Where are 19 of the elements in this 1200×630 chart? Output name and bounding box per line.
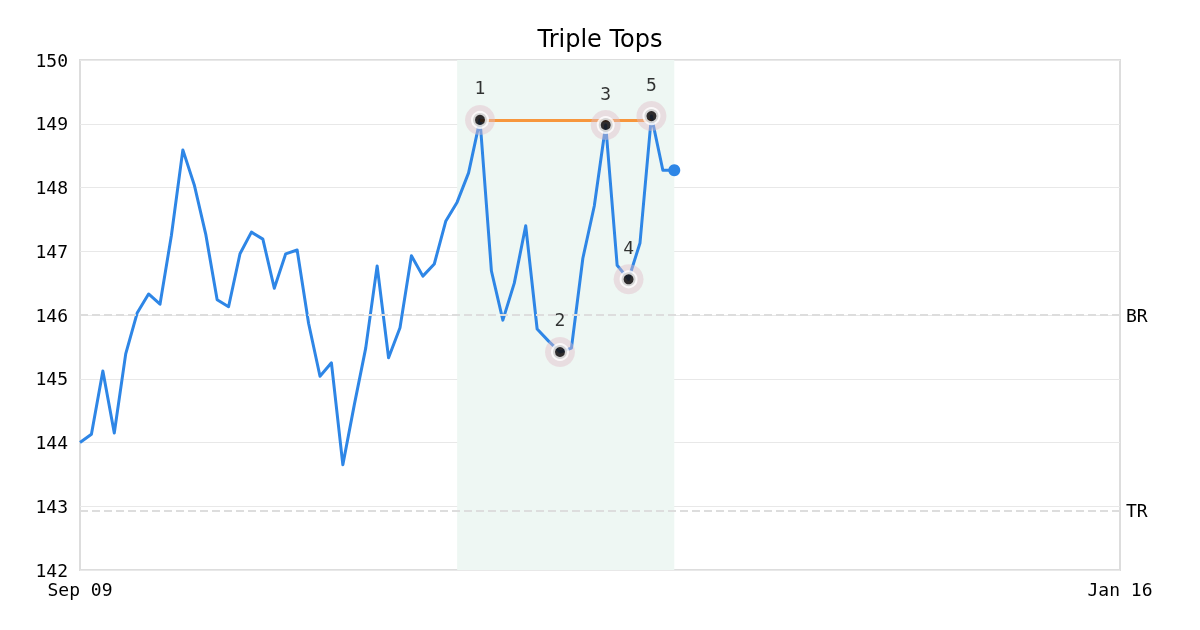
y-tick-label: 144	[35, 432, 68, 453]
y-tick-label: 147	[35, 240, 68, 262]
y-tick-label: 148	[35, 177, 68, 198]
annotation: 4	[623, 236, 634, 258]
y-tick-label: 150	[35, 49, 68, 71]
x-tick-label: Jan 16	[1087, 578, 1153, 600]
annotation: 3	[600, 82, 612, 104]
ref-line-label: TR	[1126, 500, 1148, 522]
annotation: 1	[474, 77, 486, 99]
chart-title: Triple Tops	[536, 25, 663, 53]
ref-line-label: BR	[1126, 304, 1148, 326]
y-tick-label: 145	[35, 368, 68, 390]
annotation: 2	[554, 309, 566, 331]
x-tick-label: Sep 09	[47, 578, 113, 600]
annotation: 5	[646, 73, 657, 95]
y-tick-label: 149	[35, 113, 68, 135]
y-tick-label: 146	[35, 304, 68, 326]
y-tick-label: 142	[35, 559, 68, 581]
y-tick-label: 143	[35, 495, 68, 517]
